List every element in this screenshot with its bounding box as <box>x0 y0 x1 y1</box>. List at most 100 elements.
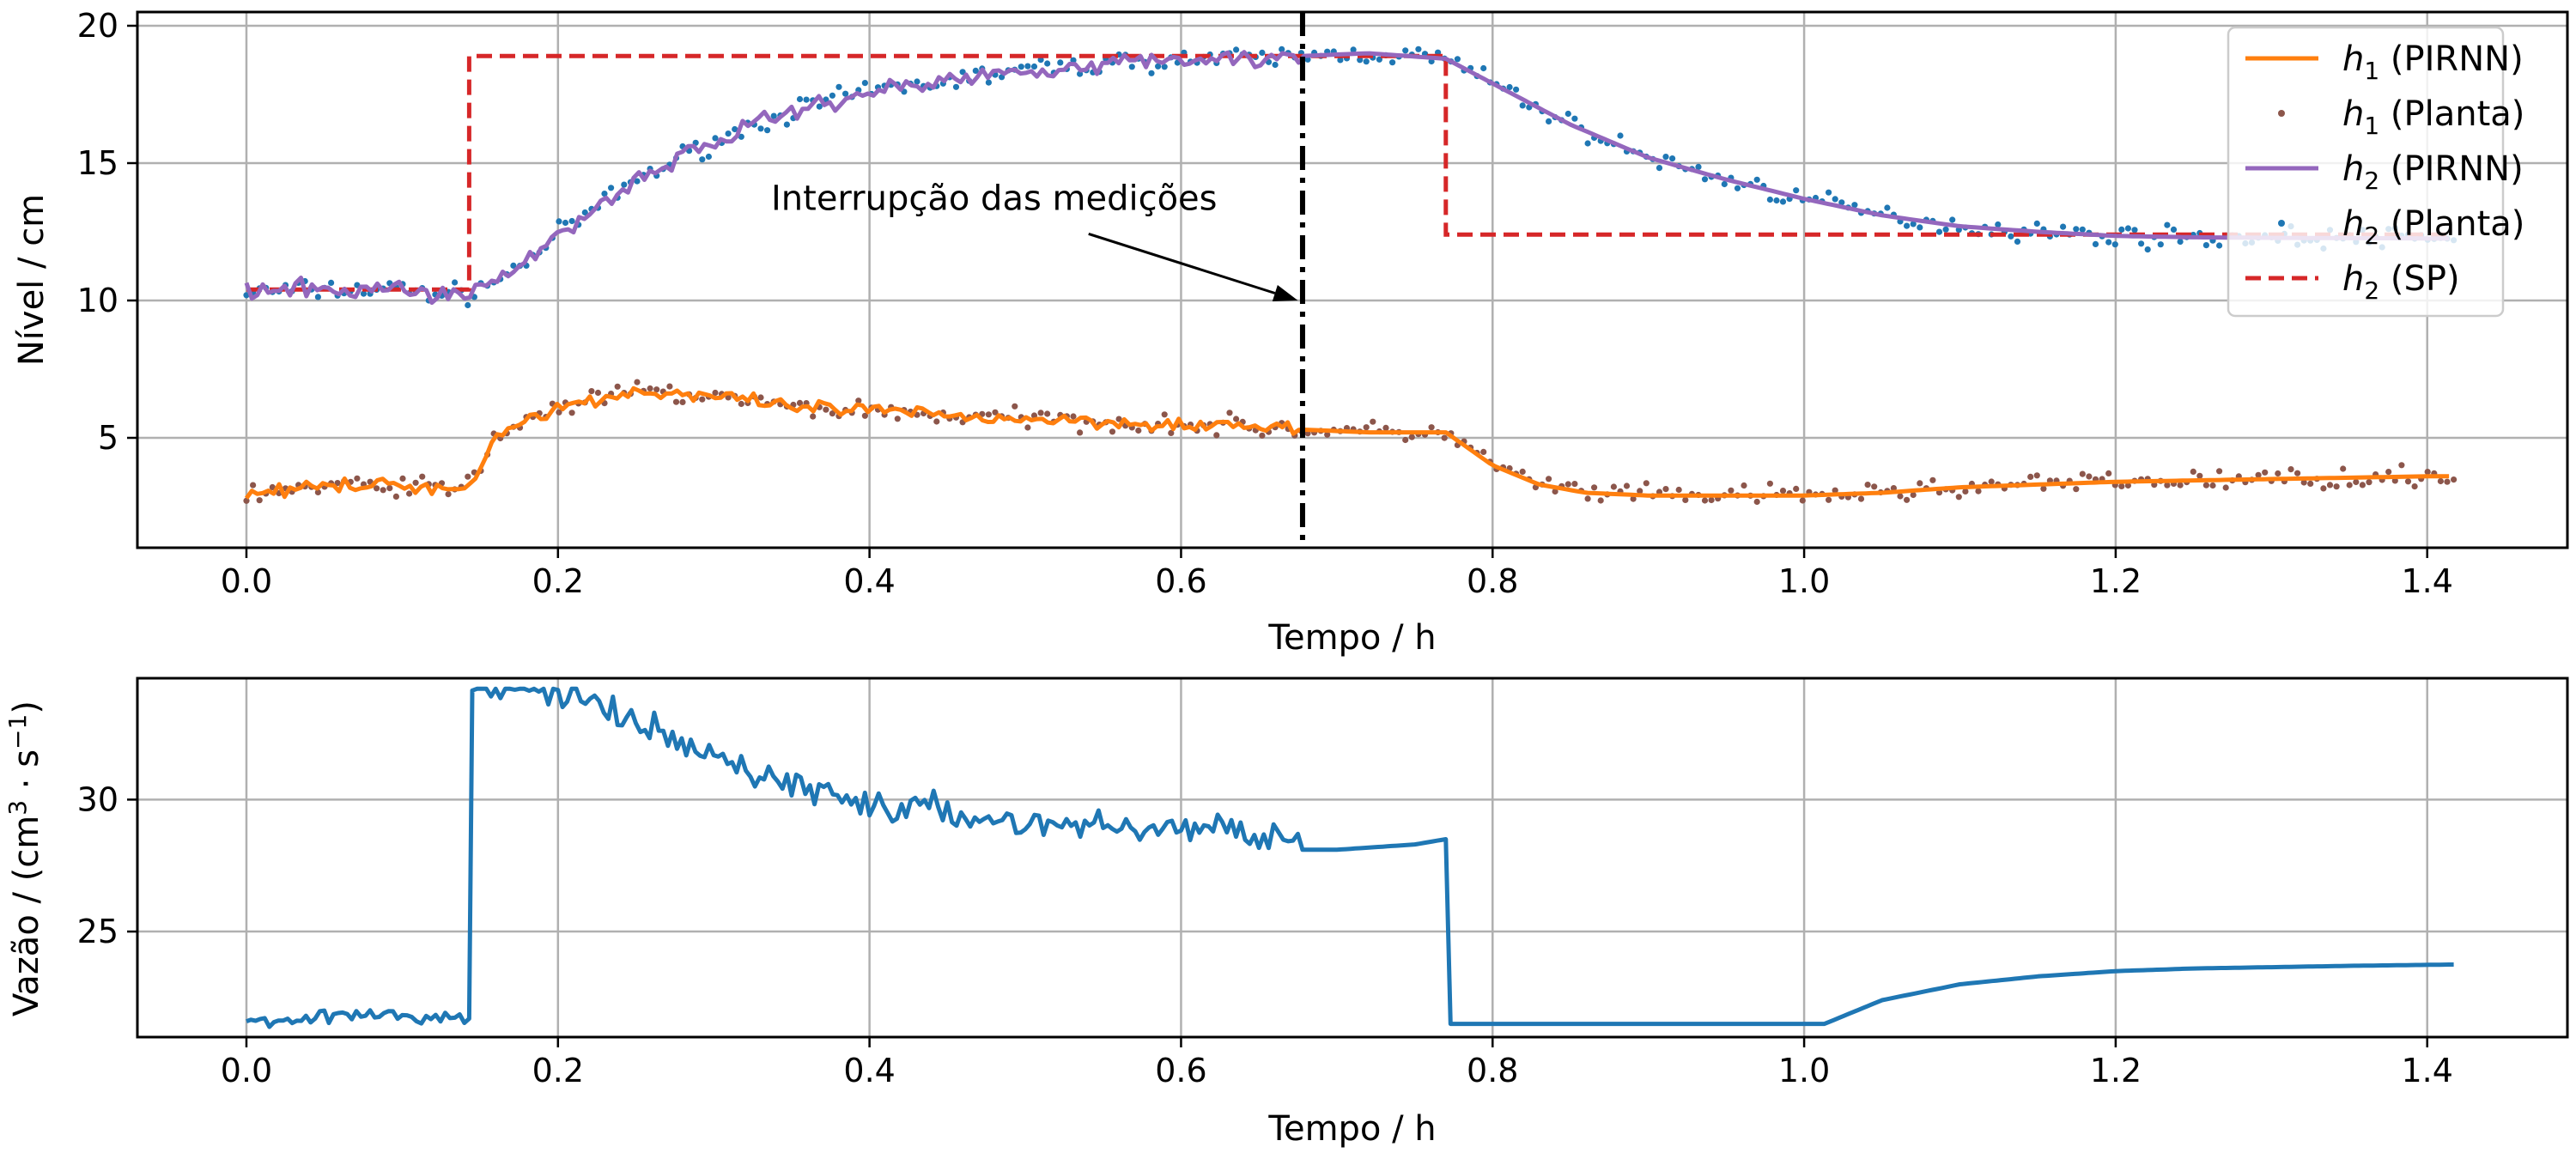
data-point <box>972 67 979 74</box>
y-tick-label: 25 <box>77 913 118 950</box>
data-point <box>1838 199 1845 206</box>
data-point <box>1024 63 1031 70</box>
data-point <box>1324 431 1331 438</box>
x-tick-label: 1.4 <box>2402 1052 2453 1089</box>
data-point <box>1363 424 1370 431</box>
data-point <box>1155 63 1162 70</box>
data-point <box>1037 57 1044 64</box>
data-point <box>1708 496 1715 504</box>
data-point <box>1030 412 1038 419</box>
data-point <box>392 493 399 501</box>
data-point <box>2196 472 2203 479</box>
data-point <box>732 125 738 133</box>
data-point <box>2216 242 2223 249</box>
data-point <box>2333 483 2340 490</box>
data-point <box>2216 468 2223 475</box>
data-point <box>2359 482 2366 488</box>
data-point <box>2086 473 2093 480</box>
data-point <box>1161 411 1168 418</box>
data-point <box>1917 480 1923 487</box>
data-point <box>1506 83 1513 91</box>
data-point <box>712 135 719 142</box>
data-point <box>614 383 621 390</box>
level-chart-ticks: 0.0 0.2 0.4 0.6 0.8 1.0 1.2 1.4 5 10 15 20 <box>77 7 2453 600</box>
data-point <box>823 406 829 413</box>
data-point <box>1591 484 1598 491</box>
data-point <box>452 279 459 286</box>
data-point <box>1617 132 1624 139</box>
data-point <box>1793 187 1800 194</box>
flow-chart-xlabel: Tempo / h <box>1267 1109 1436 1149</box>
data-point <box>1070 57 1077 64</box>
y-tick-label: 15 <box>77 144 118 182</box>
data-point <box>2404 478 2412 485</box>
data-point <box>1962 488 1969 495</box>
data-point <box>1851 202 1858 209</box>
level-chart-frame <box>136 10 2569 549</box>
data-point <box>959 69 966 76</box>
data-point <box>1701 497 1709 504</box>
data-point <box>1890 485 1897 492</box>
legend-entry: h2 (Planta) <box>2278 204 2524 250</box>
data-point <box>1766 480 1773 487</box>
data-point <box>2444 478 2451 485</box>
data-point <box>2073 486 2080 493</box>
data-point <box>256 497 263 504</box>
x-tick-label: 0.2 <box>532 562 584 600</box>
data-point <box>1564 110 1571 118</box>
data-point <box>1904 496 1911 503</box>
h2-planta-scatter <box>243 46 2458 309</box>
data-point <box>2157 241 2164 248</box>
legend: h1 (PIRNN) h1 (Planta) h2 (PIRNN) h2 (Plant… <box>2227 26 2524 318</box>
data-point <box>594 389 602 397</box>
data-point <box>861 80 869 87</box>
flow-chart-frame <box>136 677 2569 1039</box>
flow-chart-ylabel: Vazão / (cm3 · s−1) <box>3 701 46 1016</box>
data-point <box>1030 63 1038 70</box>
h1-pirnn-line <box>244 385 2450 500</box>
data-point <box>2170 226 2178 233</box>
data-point <box>992 409 999 416</box>
data-point <box>1044 60 1051 67</box>
x-tick-label: 0.4 <box>843 562 895 600</box>
data-point <box>2385 469 2392 476</box>
data-point <box>1571 481 1578 488</box>
data-point <box>2177 238 2184 246</box>
data-point <box>803 96 810 103</box>
x-tick-label: 0.0 <box>221 1052 272 1089</box>
data-point <box>1832 196 1838 203</box>
data-point <box>2164 221 2171 228</box>
data-point <box>2353 478 2360 486</box>
data-point <box>1519 102 1526 109</box>
data-point <box>510 262 517 269</box>
data-point <box>1363 58 1370 65</box>
data-point <box>1610 483 1617 490</box>
x-tick-label: 1.4 <box>2402 562 2453 600</box>
data-point <box>738 133 744 140</box>
data-point <box>1669 155 1676 162</box>
data-point <box>1115 416 1122 422</box>
data-point <box>556 218 562 225</box>
legend-box <box>2227 26 2505 318</box>
data-point <box>360 290 368 297</box>
level-chart-series <box>243 12 2458 548</box>
data-point <box>2202 242 2209 249</box>
data-point <box>835 83 842 90</box>
data-point <box>2320 485 2327 492</box>
data-point <box>1904 222 1911 229</box>
data-point <box>2124 482 2131 489</box>
data-point <box>1637 488 1643 495</box>
flow-chart-series <box>246 686 2454 1029</box>
legend-entry: h2 (PIRNN) <box>2245 149 2524 195</box>
data-point <box>2105 239 2112 246</box>
data-point <box>380 487 386 494</box>
data-point <box>562 219 569 227</box>
data-point <box>1773 197 1780 204</box>
data-point <box>2111 241 2118 248</box>
data-point <box>1546 118 1552 124</box>
data-point <box>2275 470 2281 477</box>
data-point <box>1480 448 1487 456</box>
legend-label: h1 (PIRNN) <box>2342 39 2524 85</box>
data-point <box>1734 185 1741 191</box>
